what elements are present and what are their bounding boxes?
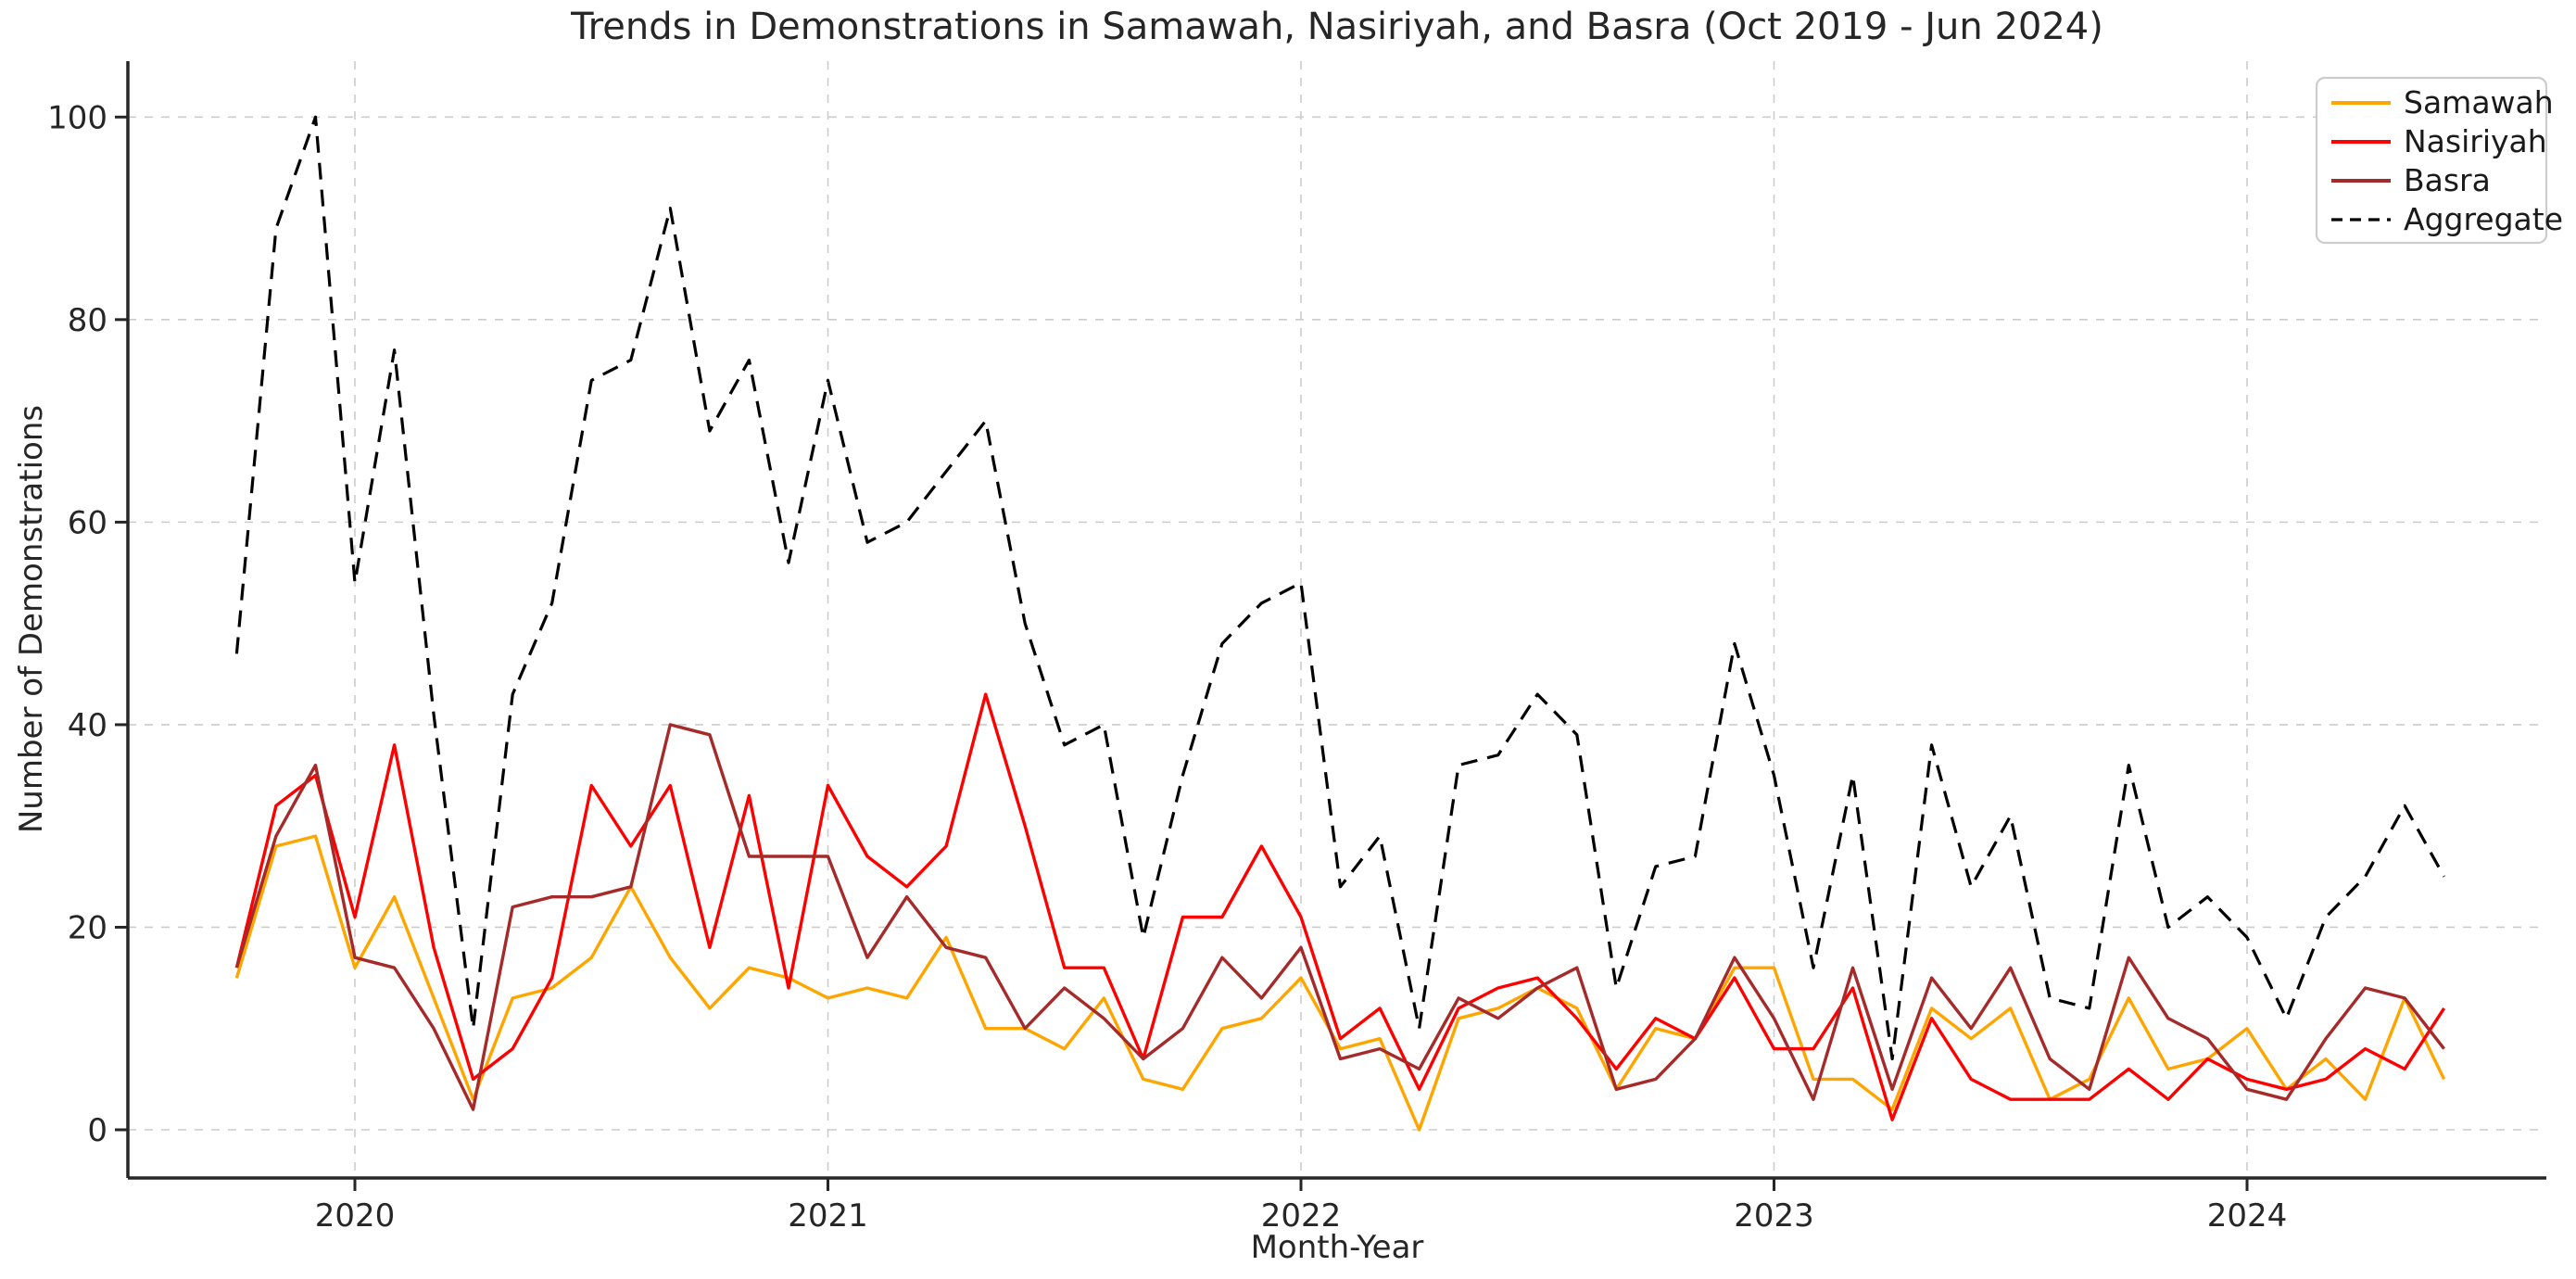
y-tick-label-100: 100 bbox=[47, 99, 107, 136]
legend-box bbox=[2315, 76, 2548, 245]
legend-label-nasiriyah: Nasiriyah bbox=[2404, 123, 2547, 159]
y-tick-label-40: 40 bbox=[68, 707, 107, 744]
x-tick-label-2020: 2020 bbox=[315, 1197, 396, 1235]
chart-title: Trends in Demonstrations in Samawah, Nas… bbox=[571, 6, 2103, 48]
series-line-nasiriyah bbox=[234, 692, 2446, 1121]
x-tick-label-2024: 2024 bbox=[2207, 1197, 2288, 1235]
x-axis-label: Month-Year bbox=[1250, 1229, 1424, 1266]
legend-label-basra: Basra bbox=[2404, 162, 2491, 198]
series-line-basra bbox=[234, 723, 2445, 1111]
y-tick-label-80: 80 bbox=[68, 302, 107, 339]
legend-label-samawah: Samawah bbox=[2404, 84, 2554, 120]
x-tick-label-2021: 2021 bbox=[788, 1197, 868, 1235]
y-tick-label-0: 0 bbox=[87, 1112, 107, 1149]
y-tick-label-60: 60 bbox=[68, 504, 107, 541]
y-axis-label-text: Number of Demonstrations bbox=[13, 404, 50, 834]
y-tick-label-20: 20 bbox=[68, 909, 107, 946]
x-tick-label-2023: 2023 bbox=[1734, 1197, 1814, 1235]
series-line-samawah bbox=[234, 834, 2446, 1132]
series-line-aggregate bbox=[234, 115, 2445, 1061]
legend-label-aggregate: Aggregate bbox=[2404, 201, 2563, 237]
x-tick-label-2022: 2022 bbox=[1261, 1197, 1342, 1235]
